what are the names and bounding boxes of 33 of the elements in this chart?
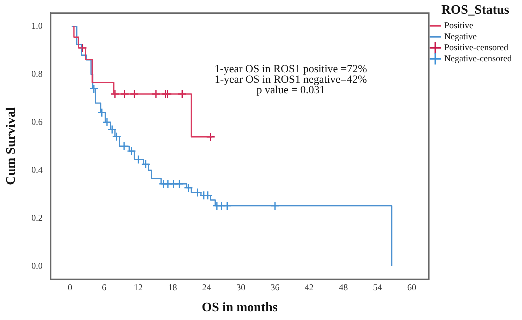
y-tick-label: 1.0 bbox=[32, 20, 44, 31]
legend-title: ROS_Status bbox=[442, 2, 510, 17]
annotation: 1-year OS in ROS1 negative=42% bbox=[214, 74, 368, 86]
y-tick-label: 0.0 bbox=[32, 260, 44, 271]
point bbox=[112, 132, 122, 142]
annotation: 1-year OS in ROS1 positive =72% bbox=[214, 63, 368, 76]
x-tick-label: 36 bbox=[270, 282, 280, 292]
y-tick-label: 0.4 bbox=[32, 164, 44, 175]
x-tick-label: 48 bbox=[339, 282, 349, 292]
y-axis-title: Cum Survival bbox=[3, 107, 18, 186]
x-tick-label: 6 bbox=[102, 282, 108, 292]
legend-label: Negative bbox=[444, 31, 478, 42]
x-tick-label: 24 bbox=[202, 282, 212, 292]
x-tick-label: 54 bbox=[373, 282, 383, 292]
point bbox=[184, 183, 194, 193]
x-tick-label: 18 bbox=[168, 282, 178, 292]
x-tick-label: 60 bbox=[407, 282, 417, 292]
legend-label: Positive-censored bbox=[444, 42, 510, 52]
x-tick-label: 30 bbox=[236, 282, 246, 292]
point bbox=[141, 160, 151, 170]
x-tick-label: 42 bbox=[304, 282, 314, 292]
y-tick-label: 0.6 bbox=[32, 116, 44, 127]
point bbox=[90, 84, 99, 94]
legend-label: Positive bbox=[444, 20, 474, 30]
x-tick-label: 0 bbox=[68, 282, 73, 292]
legend-label: Negative-censored bbox=[444, 53, 512, 64]
point bbox=[127, 146, 136, 156]
x-tick-label: 12 bbox=[134, 282, 144, 292]
y-tick-label: 0.2 bbox=[32, 212, 43, 223]
point bbox=[108, 125, 117, 134]
x-axis-title: OS in months bbox=[202, 300, 278, 315]
annotation: p value = 0.031 bbox=[256, 84, 326, 96]
y-tick-label: 0.8 bbox=[32, 68, 44, 79]
